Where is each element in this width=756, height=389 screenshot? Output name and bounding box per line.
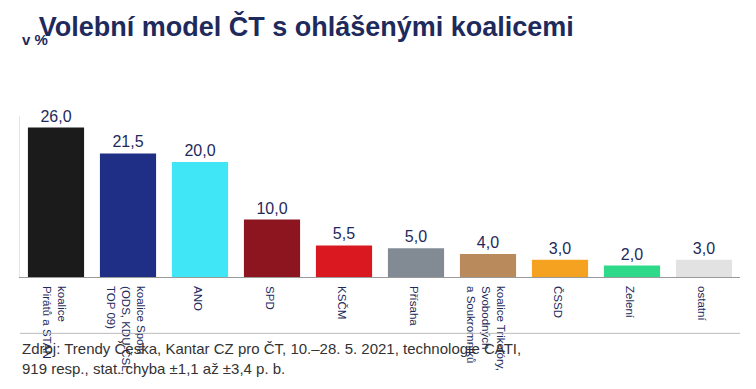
svg-text:SPD: SPD: [264, 286, 276, 310]
svg-text:26,0: 26,0: [40, 108, 71, 125]
svg-text:Volební model ČT s ohlášenými: Volební model ČT s ohlášenými koalicemi: [39, 11, 574, 42]
svg-text:v %: v %: [22, 31, 48, 48]
svg-text:ANO: ANO: [192, 286, 204, 311]
svg-text:ostatní: ostatní: [696, 286, 708, 321]
svg-text:koalice Trikolóry,Svobodnýcha: koalice Trikolóry,Svobodnýcha Soukromník…: [465, 286, 507, 371]
svg-text:ČSSD: ČSSD: [552, 286, 564, 318]
svg-text:2,0: 2,0: [621, 246, 643, 263]
svg-text:Zdroj: Trendy Česka, Kantar CZ: Zdroj: Trendy Česka, Kantar CZ pro ČT, 1…: [22, 340, 521, 377]
svg-text:21,5: 21,5: [112, 133, 143, 150]
svg-text:KSČM: KSČM: [336, 286, 348, 319]
svg-text:koalicePirátů a STAN: koalicePirátů a STAN: [41, 286, 68, 359]
svg-text:5,0: 5,0: [405, 228, 427, 245]
svg-text:5,5: 5,5: [333, 225, 355, 242]
svg-text:Přísaha: Přísaha: [408, 286, 420, 326]
svg-text:3,0: 3,0: [549, 240, 571, 257]
svg-text:3,0: 3,0: [693, 240, 715, 257]
svg-text:10,0: 10,0: [256, 200, 287, 217]
svg-text:4,0: 4,0: [477, 234, 499, 251]
svg-text:Zelení: Zelení: [624, 286, 636, 319]
svg-text:koalice Spolu(ODS, KDU-ČSL,TOP: koalice Spolu(ODS, KDU-ČSL,TOP 09): [105, 286, 147, 375]
svg-text:20,0: 20,0: [184, 142, 215, 159]
